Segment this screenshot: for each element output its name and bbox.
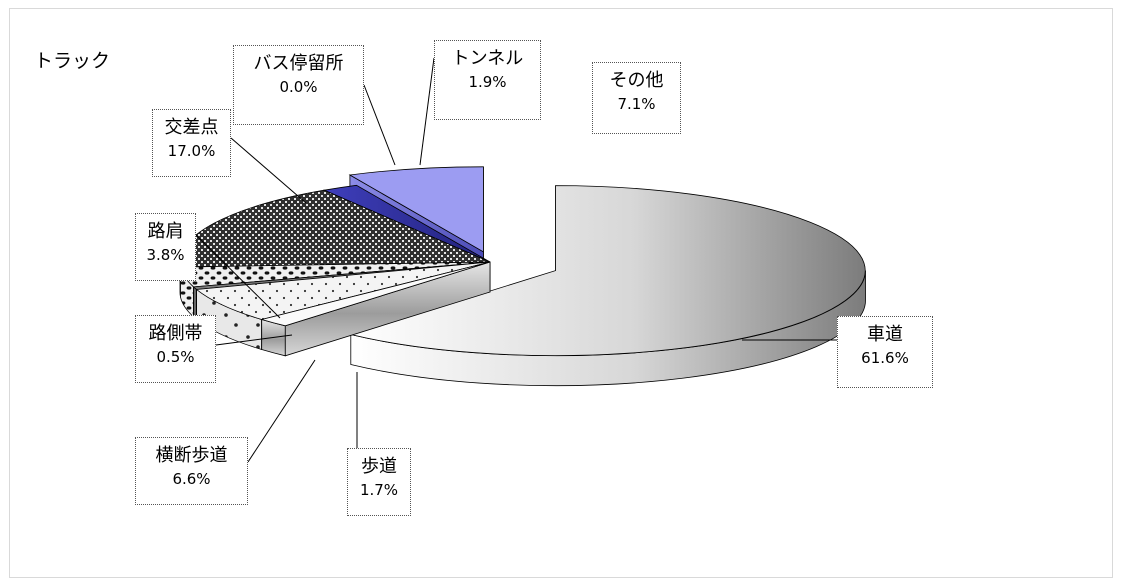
leader-line-7	[363, 84, 396, 166]
pie-slice-1	[349, 185, 866, 387]
data-label-4: 路側帯 0.5%	[135, 315, 216, 383]
data-label-value-1: 61.6%	[861, 349, 909, 367]
data-label-value-4: 0.5%	[156, 348, 195, 366]
data-label-5: 路肩 3.8%	[135, 213, 196, 281]
pie-slice-top-2	[260, 261, 491, 327]
data-label-value-8: 1.9%	[468, 73, 507, 91]
data-label-1: 車道 61.6%	[837, 316, 933, 388]
data-label-2: 歩道 1.7%	[347, 448, 411, 516]
data-label-value-3: 6.6%	[172, 470, 211, 488]
data-label-9: その他 7.1%	[592, 62, 681, 134]
data-label-6: 交差点 17.0%	[152, 109, 231, 177]
data-label-name-9: その他	[609, 70, 664, 91]
data-label-name-1: 車道	[867, 324, 903, 345]
data-label-3: 横断歩道 6.6%	[135, 437, 248, 505]
data-label-name-2: 歩道	[361, 456, 397, 477]
data-label-8: トンネル 1.9%	[434, 40, 541, 120]
leader-line-6	[230, 137, 307, 204]
data-label-name-5: 路肩	[147, 221, 184, 242]
data-label-name-7: バス停留所	[253, 53, 344, 74]
data-label-value-2: 1.7%	[359, 481, 399, 499]
data-label-value-6: 17.0%	[167, 142, 216, 160]
leader-line-3	[247, 359, 316, 463]
data-label-name-6: 交差点	[164, 117, 219, 138]
pie-slice-top-1	[349, 185, 866, 356]
leader-line-5	[195, 234, 281, 319]
data-label-value-5: 3.8%	[146, 246, 185, 264]
data-label-name-4: 路側帯	[148, 323, 203, 344]
data-label-7: バス停留所 0.0%	[233, 45, 364, 125]
chart-title: トラック	[34, 50, 111, 72]
pie-slice-top-9	[348, 166, 484, 253]
leader-line-4	[215, 334, 293, 346]
data-label-name-3: 横断歩道	[155, 445, 228, 466]
pie-slice-top-3	[195, 261, 491, 320]
data-label-value-7: 0.0%	[279, 78, 318, 96]
data-label-name-8: トンネル	[451, 48, 524, 69]
data-label-value-9: 7.1%	[617, 95, 656, 113]
leader-line-8	[419, 57, 435, 166]
